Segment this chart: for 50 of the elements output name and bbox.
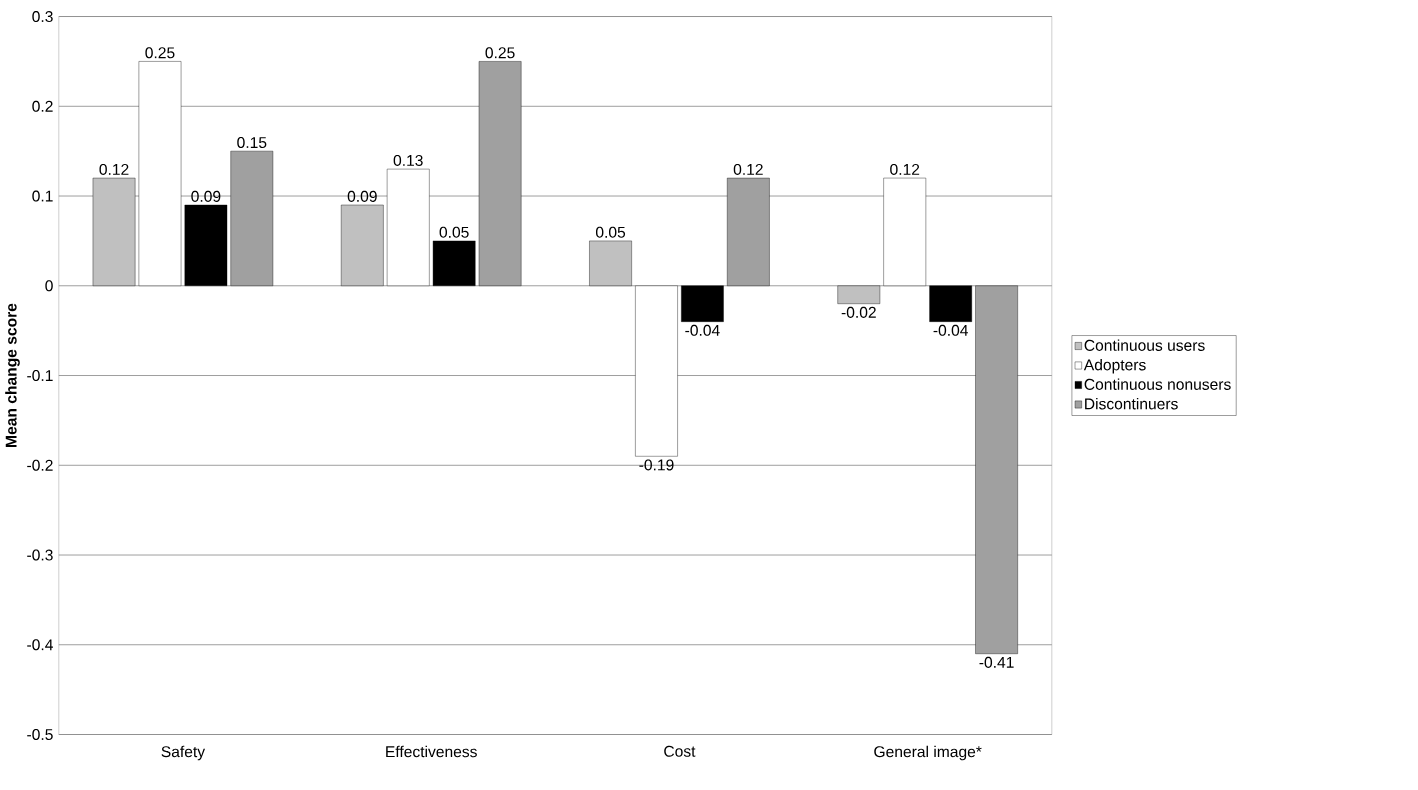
data-label: 0.12 [733, 163, 763, 175]
y-tick-label: -0.2 [27, 459, 53, 471]
bar [589, 240, 632, 286]
legend-label: Continuous users [1084, 339, 1205, 351]
data-label: 0.09 [347, 190, 377, 202]
bar [837, 285, 881, 304]
legend-label: Continuous nonusers [1084, 378, 1231, 390]
bar [341, 204, 384, 286]
bar [184, 204, 228, 286]
data-label: 0.09 [191, 190, 221, 202]
data-label: 0.12 [890, 163, 920, 175]
bar [681, 285, 724, 322]
data-label: 0.25 [145, 47, 175, 59]
bar [929, 285, 972, 322]
bar [432, 240, 476, 286]
y-tick-label: -0.1 [27, 369, 53, 381]
bar [727, 177, 770, 286]
bar [92, 177, 136, 286]
data-label: -0.04 [933, 324, 968, 336]
legend-label: Discontinuers [1085, 397, 1178, 410]
x-tick-label: General image* [874, 745, 982, 761]
bar [883, 177, 927, 286]
y-tick-label: 0 [45, 280, 53, 292]
data-label: 0.05 [439, 226, 469, 238]
bar [635, 285, 678, 457]
y-tick-label: 0.3 [32, 10, 53, 22]
x-tick-label: Safety [161, 745, 206, 761]
bar [975, 285, 1018, 654]
data-label: 0.13 [393, 154, 423, 166]
data-label: 0.25 [485, 47, 515, 59]
data-label: 0.15 [237, 136, 267, 148]
x-tick-label: Effectiveness [386, 745, 477, 758]
y-tick-label: 0.1 [32, 190, 53, 202]
bar [138, 61, 182, 286]
bar [386, 168, 430, 286]
y-tick-label: -0.3 [27, 549, 53, 561]
data-label: -0.02 [841, 306, 876, 318]
legend-label: Adopters [1083, 358, 1146, 374]
bar [478, 61, 522, 286]
data-label: 0.12 [99, 163, 129, 175]
y-tick-label: 0.2 [32, 100, 53, 112]
data-label: -0.41 [979, 656, 1014, 668]
y-axis-title: Mean change score [5, 303, 20, 447]
data-label: -0.04 [685, 324, 720, 336]
data-label: 0.05 [595, 226, 626, 238]
y-tick-label: -0.4 [27, 639, 53, 651]
data-label: -0.19 [639, 459, 674, 471]
y-tick-label: -0.5 [27, 728, 53, 740]
bar [230, 150, 274, 286]
x-tick-label: Cost [664, 745, 696, 757]
